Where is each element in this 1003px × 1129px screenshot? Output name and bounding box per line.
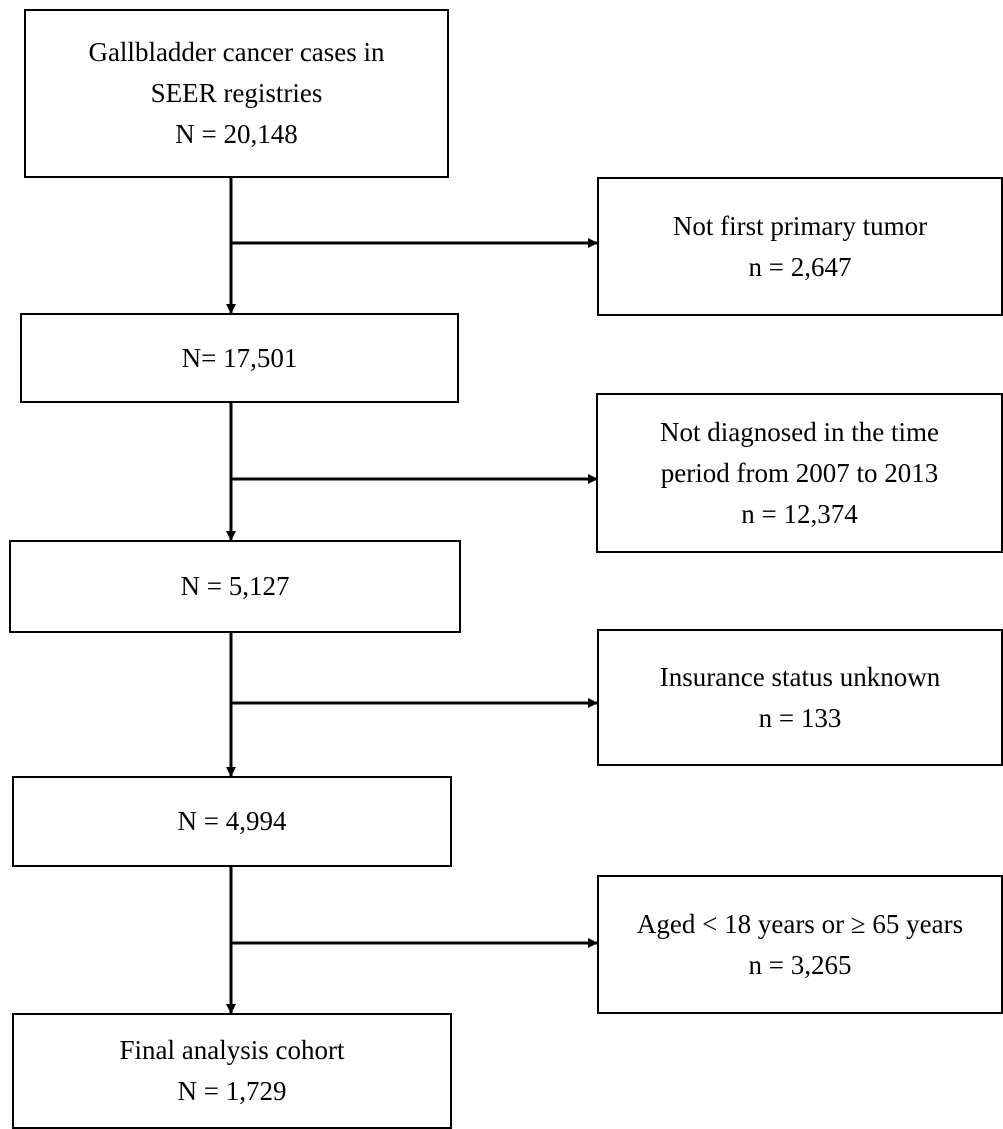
box-line: n = 2,647 — [748, 251, 852, 282]
box-line: Not first primary tumor — [672, 210, 928, 241]
box-line: Insurance status unknown — [659, 661, 941, 692]
cohort-box-step-1: N= 17,501 — [20, 313, 459, 403]
box-line: N = 20,148 — [175, 119, 298, 149]
box-line: N = 5,127 — [180, 571, 290, 601]
exclusion-box-4: Aged < 18 years or ≥ 65 years n = 3,265 — [597, 875, 1003, 1014]
box-line: n = 3,265 — [748, 949, 852, 980]
box-line: Not diagnosed in the time — [660, 416, 939, 447]
box-line: Gallbladder cancer cases in — [88, 37, 385, 67]
cohort-box-step-3: N = 4,994 — [12, 776, 452, 867]
cohort-box-step-2: N = 5,127 — [9, 540, 461, 633]
box-line: Final analysis cohort — [119, 1035, 345, 1065]
box-line: period from 2007 to 2013 — [660, 457, 939, 488]
box-line: N = 4,994 — [177, 806, 287, 836]
box-line: N = 1,729 — [177, 1076, 287, 1106]
box-line: n = 133 — [758, 702, 842, 733]
box-line: SEER registries — [150, 78, 323, 108]
cohort-box-initial: Gallbladder cancer cases in SEER registr… — [24, 9, 449, 178]
box-line: N= 17,501 — [181, 342, 298, 373]
box-line: Aged < 18 years or ≥ 65 years — [636, 908, 964, 939]
exclusion-box-3: Insurance status unknown n = 133 — [597, 629, 1003, 766]
exclusion-box-1: Not first primary tumor n = 2,647 — [597, 177, 1003, 316]
box-line: n = 12,374 — [741, 498, 858, 529]
cohort-box-final: Final analysis cohort N = 1,729 — [12, 1013, 452, 1129]
exclusion-box-2: Not diagnosed in the time period from 20… — [596, 393, 1003, 553]
